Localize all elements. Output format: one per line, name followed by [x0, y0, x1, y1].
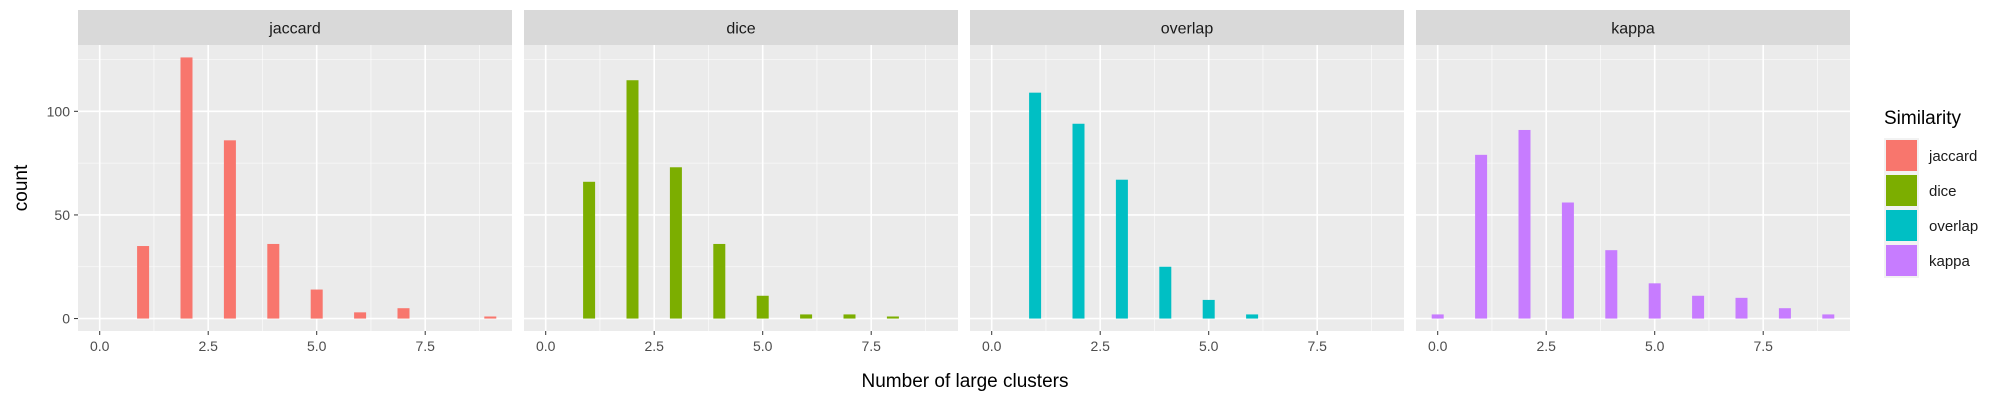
- x-tick-label-overlap-2: 5.0: [1199, 338, 1219, 354]
- legend-label-dice: dice: [1929, 183, 1957, 200]
- x-tick-label-kappa-0: 0.0: [1428, 338, 1448, 354]
- x-tick-label-jaccard-3: 7.5: [415, 338, 435, 354]
- x-tick-label-kappa-2: 5.0: [1645, 338, 1665, 354]
- legend-swatch-dice: [1886, 175, 1917, 206]
- bar-jaccard-4: [267, 243, 280, 319]
- x-tick-label-jaccard-1: 2.5: [198, 338, 218, 354]
- y-tick-label-0: 0: [62, 311, 70, 327]
- panel-background-jaccard: [78, 45, 512, 331]
- bar-kappa-6: [1692, 295, 1705, 319]
- panel-background-kappa: [1416, 45, 1850, 331]
- facet-strip-overlap: [970, 10, 1404, 45]
- x-tick-label-overlap-1: 2.5: [1090, 338, 1110, 354]
- bar-jaccard-7: [397, 308, 410, 319]
- legend-swatch-overlap: [1886, 210, 1917, 241]
- legend-label-jaccard: jaccard: [1928, 148, 1977, 165]
- legend-swatch-jaccard: [1886, 140, 1917, 171]
- bar-dice-6: [800, 314, 813, 319]
- facet-strip-label-dice: dice: [726, 21, 755, 38]
- bar-dice-4: [713, 243, 726, 319]
- bar-overlap-4: [1159, 266, 1172, 319]
- bar-dice-8: [886, 316, 899, 319]
- x-tick-label-dice-1: 2.5: [644, 338, 664, 354]
- bar-dice-5: [756, 295, 769, 319]
- bar-jaccard-3: [223, 140, 236, 319]
- bar-dice-1: [583, 181, 596, 319]
- bar-kappa-2: [1518, 129, 1531, 319]
- facet-strip-dice: [524, 10, 958, 45]
- bar-kappa-5: [1648, 283, 1661, 319]
- y-tick-label-2: 100: [47, 103, 71, 119]
- x-tick-label-overlap-3: 7.5: [1307, 338, 1327, 354]
- panel-background-dice: [524, 45, 958, 331]
- legend-label-overlap: overlap: [1929, 218, 1978, 235]
- bar-overlap-2: [1072, 123, 1085, 319]
- x-tick-label-kappa-3: 7.5: [1753, 338, 1773, 354]
- bar-dice-2: [626, 80, 639, 319]
- x-tick-label-overlap-0: 0.0: [982, 338, 1002, 354]
- facet-strip-kappa: [1416, 10, 1850, 45]
- bar-dice-7: [843, 314, 856, 319]
- facet-strip-label-kappa: kappa: [1611, 21, 1655, 38]
- bar-kappa-4: [1605, 250, 1618, 319]
- bar-kappa-3: [1561, 202, 1574, 319]
- x-axis-title: Number of large clusters: [862, 371, 1069, 392]
- y-tick-label-1: 50: [54, 207, 70, 223]
- bar-overlap-3: [1115, 179, 1128, 319]
- bar-kappa-9: [1822, 314, 1835, 319]
- bar-jaccard-9: [484, 316, 497, 319]
- x-tick-label-dice-0: 0.0: [536, 338, 556, 354]
- bar-jaccard-6: [354, 312, 367, 319]
- y-axis-title: count: [11, 164, 32, 211]
- legend-swatch-kappa: [1886, 245, 1917, 276]
- x-tick-label-dice-2: 5.0: [753, 338, 773, 354]
- bar-overlap-5: [1202, 299, 1215, 319]
- facet-strip-jaccard: [78, 10, 512, 45]
- legend-title: Similarity: [1884, 108, 1962, 129]
- bar-jaccard-5: [310, 289, 323, 319]
- bar-jaccard-2: [180, 57, 193, 319]
- bar-jaccard-1: [137, 246, 150, 319]
- bar-dice-3: [669, 167, 682, 319]
- facet-strip-label-overlap: overlap: [1161, 21, 1214, 38]
- x-tick-label-dice-3: 7.5: [861, 338, 881, 354]
- panel-background-overlap: [970, 45, 1404, 331]
- bar-kappa-0: [1431, 314, 1444, 319]
- x-tick-label-jaccard-2: 5.0: [307, 338, 327, 354]
- bar-overlap-1: [1029, 92, 1042, 319]
- bar-kappa-8: [1778, 308, 1791, 319]
- bar-overlap-6: [1246, 314, 1259, 319]
- bar-kappa-7: [1735, 297, 1748, 319]
- x-tick-label-kappa-1: 2.5: [1536, 338, 1556, 354]
- x-tick-label-jaccard-0: 0.0: [90, 338, 110, 354]
- legend-label-kappa: kappa: [1929, 253, 1971, 270]
- bar-kappa-1: [1475, 154, 1488, 319]
- facet-strip-label-jaccard: jaccard: [268, 21, 321, 38]
